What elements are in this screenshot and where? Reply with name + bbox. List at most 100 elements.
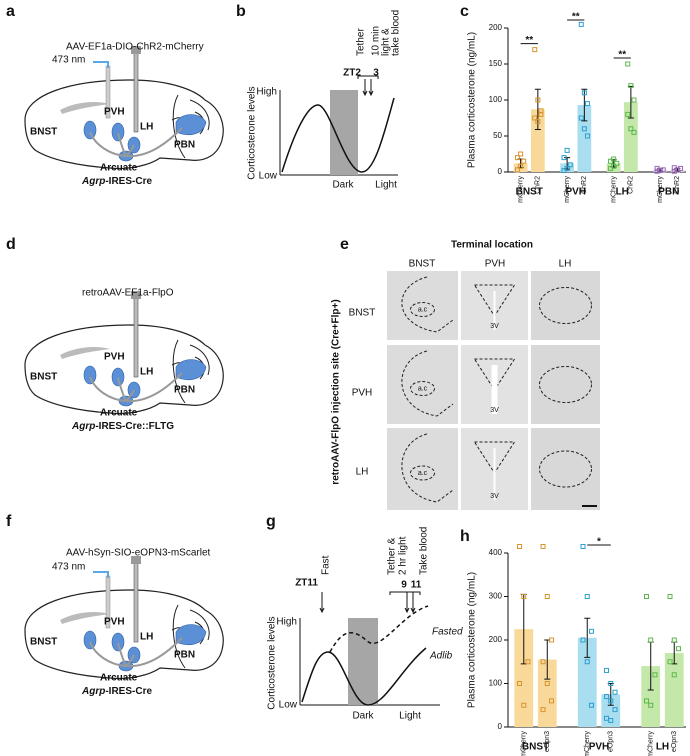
- data-point: [584, 101, 590, 107]
- data-point: [612, 707, 618, 713]
- x-tick-label: ChR2: [581, 176, 588, 194]
- region-label: Arcuate: [100, 673, 138, 684]
- light-label: 473 nm: [52, 55, 85, 66]
- region-outline: [473, 358, 516, 391]
- structure-label: a.c: [418, 470, 428, 477]
- data-point: [521, 594, 527, 599]
- brain-region: [111, 632, 125, 652]
- row-label: LH: [356, 467, 369, 478]
- significance-label: **: [572, 12, 580, 23]
- bar: [641, 666, 661, 727]
- data-point: [578, 115, 584, 121]
- data-point: [564, 165, 570, 171]
- data-point: [643, 698, 649, 704]
- bar: [623, 102, 638, 172]
- mouse-gene: Agrp: [71, 421, 95, 432]
- brain-region: [175, 359, 207, 380]
- region-label: PVH: [104, 617, 125, 628]
- data-point: [671, 672, 677, 678]
- data-point: [608, 681, 614, 686]
- curve: [301, 647, 427, 706]
- data-point: [614, 160, 620, 166]
- data-point: [581, 126, 587, 132]
- group-label: BNST: [522, 742, 549, 753]
- structure-label: 3V: [490, 407, 499, 414]
- data-point: [535, 97, 541, 103]
- event-label: 2 hr light: [398, 536, 409, 575]
- data-point: [580, 637, 586, 643]
- cerebellum: [171, 94, 210, 159]
- y-axis-label: Plasma corticosterone (ng/mL): [467, 572, 478, 708]
- data-point: [648, 702, 654, 708]
- data-point: [628, 126, 634, 132]
- projection: [89, 372, 183, 403]
- data-point: [521, 702, 527, 708]
- y-tick-label: 300: [489, 592, 503, 601]
- bar: [577, 105, 592, 172]
- event-label: Fast: [321, 555, 332, 575]
- data-point: [584, 133, 590, 139]
- x-tick-label: eOpn3: [608, 731, 615, 752]
- data-point: [604, 694, 610, 700]
- brain-outline: [24, 324, 224, 415]
- data-point: [660, 167, 666, 173]
- panel-letter: g: [266, 513, 276, 530]
- cerebellum: [171, 339, 210, 404]
- data-point: [631, 97, 637, 103]
- bar: [664, 653, 684, 727]
- mouse-gene: Agrp: [81, 176, 105, 187]
- light-arrow: [93, 61, 109, 68]
- region-outline: [401, 276, 454, 333]
- arrow: [368, 79, 374, 97]
- arrow: [362, 79, 368, 97]
- data-point: [564, 147, 570, 153]
- data-point: [581, 90, 587, 96]
- data-point: [608, 698, 614, 704]
- y-tick-label: 150: [489, 59, 503, 68]
- x-label: Light: [399, 711, 421, 722]
- region-outline: [473, 284, 516, 317]
- data-point: [561, 155, 567, 161]
- event-label: Take blood: [419, 527, 430, 575]
- column-label: PVH: [485, 259, 506, 270]
- data-point: [567, 162, 573, 168]
- data-point: [521, 158, 527, 164]
- x-label: Dark: [352, 711, 374, 722]
- curve-label: Adlib: [429, 651, 453, 662]
- data-point: [540, 659, 546, 665]
- projection: [89, 127, 183, 158]
- data-point: [611, 163, 617, 169]
- brain-outline: [24, 589, 224, 680]
- panel-letter: b: [236, 3, 246, 20]
- curve-fasted: [329, 605, 429, 653]
- data-point: [667, 594, 673, 599]
- data-point: [544, 681, 550, 686]
- bar: [537, 659, 557, 727]
- bracket: [389, 591, 421, 595]
- region-outline: [401, 433, 454, 503]
- x-tick-label: mCherry: [517, 176, 524, 203]
- data-point: [671, 165, 677, 171]
- data-point: [667, 659, 673, 665]
- arrow: [319, 592, 325, 614]
- needle-top: [131, 556, 141, 564]
- y-tick-label: 200: [489, 635, 503, 644]
- region-label: BNST: [30, 127, 57, 138]
- data-point: [525, 659, 531, 665]
- panel-letter: f: [6, 513, 12, 530]
- structure-label: 3V: [490, 323, 499, 330]
- brain-region: [83, 120, 97, 140]
- mouse-suffix: -IRES-Cre: [105, 686, 152, 697]
- mouse-line: Agrp-IRES-Cre: [81, 686, 152, 697]
- mouse-line: Agrp-IRES-Cre: [81, 176, 152, 187]
- region-label: PVH: [104, 107, 125, 118]
- event-label: 10 min: [371, 26, 382, 56]
- brain-outline: [24, 79, 224, 170]
- micrograph: [531, 428, 600, 510]
- region-label: Arcuate: [100, 163, 138, 174]
- x-tick-label: ChR2: [674, 176, 681, 194]
- panel-letter: d: [6, 236, 16, 253]
- region-outline: [410, 302, 435, 317]
- region-outline: [410, 465, 435, 481]
- data-point: [518, 163, 524, 169]
